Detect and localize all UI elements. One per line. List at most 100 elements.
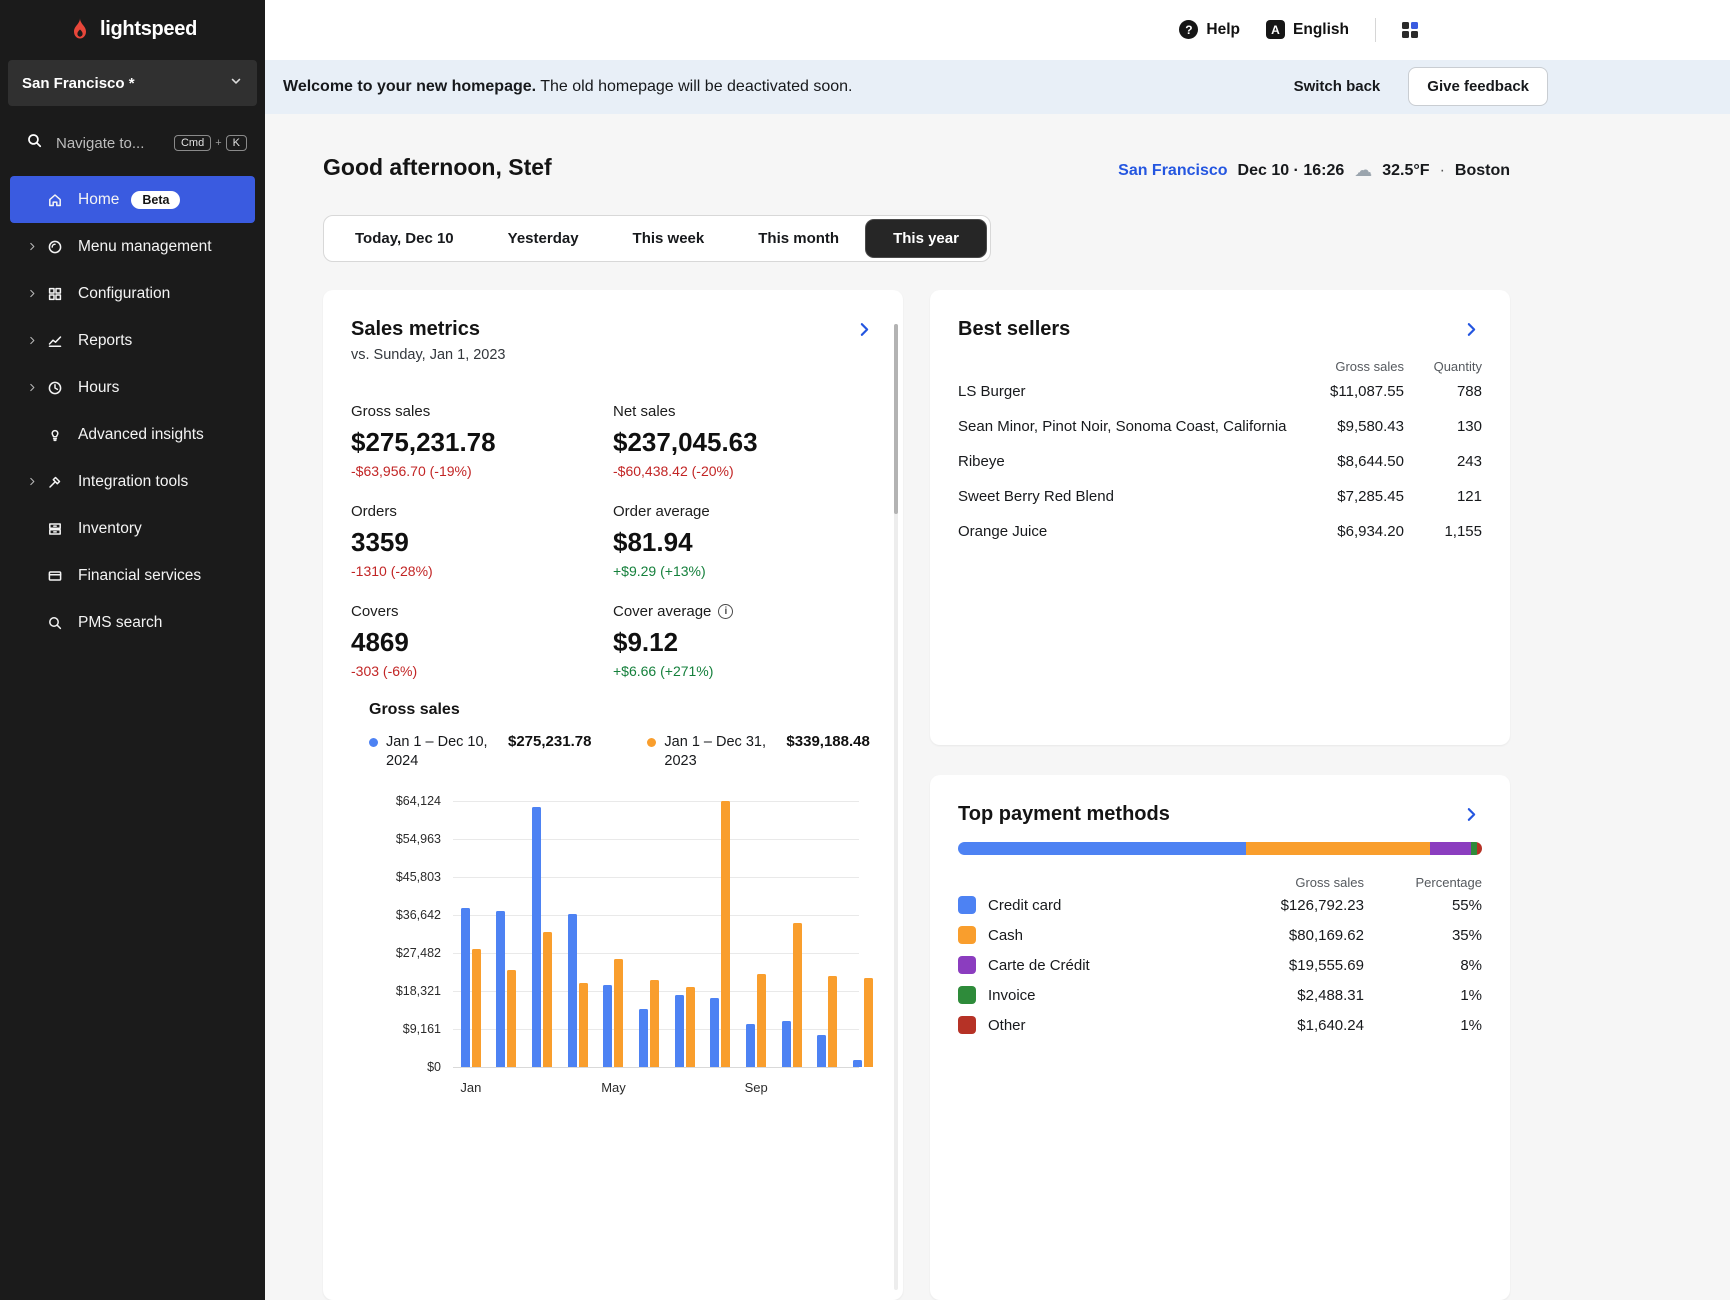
payment-label: Carte de Crédit <box>988 956 1090 974</box>
tab-this-month[interactable]: This month <box>731 220 866 257</box>
datetime-text: Dec 10 · 16:26 <box>1237 161 1345 179</box>
sidebar-item-home[interactable]: Home Beta <box>10 176 255 223</box>
sidebar-item-pms-search[interactable]: PMS search <box>10 599 255 646</box>
tab-this-week[interactable]: This week <box>606 220 732 257</box>
sales-metrics-link[interactable] <box>854 319 875 340</box>
gross-sales-chart-section: Gross sales Jan 1 – Dec 10, 2024 $275,231… <box>351 701 875 1095</box>
expand-arrow-icon[interactable] <box>27 241 47 252</box>
metric-delta: +$9.29 (+13%) <box>613 563 706 579</box>
sidebar-item-label: Financial services <box>78 566 202 584</box>
sales-card-scrollbar[interactable] <box>894 324 898 1290</box>
item-name: Ribeye <box>958 453 1005 470</box>
navigate-search[interactable]: Navigate to... Cmd + K <box>0 126 265 160</box>
configuration-icon <box>47 286 64 302</box>
payment-row-other: Other $1,640.24 1% <box>958 1010 1482 1040</box>
inventory-icon <box>47 521 64 537</box>
sidebar-item-hours[interactable]: Hours <box>10 364 255 411</box>
x-axis-tick: Jan <box>460 1079 482 1095</box>
give-feedback-button[interactable]: Give feedback <box>1408 67 1548 107</box>
best-sellers-header: Gross sales Quantity <box>958 359 1482 374</box>
sidebar-item-configuration[interactable]: Configuration <box>10 270 255 317</box>
city-text: Boston <box>1454 161 1510 179</box>
best-seller-row-sean-minor-pinot-noir-sonoma-coast-california: Sean Minor, Pinot Noir, Sonoma Coast, Ca… <box>958 409 1482 444</box>
help-icon: ? <box>1179 20 1199 40</box>
sidebar-item-financial-services[interactable]: Financial services <box>10 552 255 599</box>
bar-jun-2023 <box>650 980 660 1067</box>
best-sellers-card: Best sellers Gross sales Quantity LS Bu <box>930 290 1510 745</box>
y-axis-tick: $45,803 <box>395 869 441 884</box>
metric-label: Covers <box>351 603 399 620</box>
lightspeed-logo-text: lightspeed <box>99 17 197 40</box>
apps-grid-icon[interactable] <box>1402 21 1418 38</box>
topbar: ? Help A English <box>265 0 1730 60</box>
search-icon <box>47 615 64 631</box>
sales-metrics-card: Sales metrics vs. Sunday, Jan 1, 2023 Gr… <box>323 290 903 1300</box>
menu-management-icon <box>47 239 64 255</box>
best-seller-row-orange-juice: Orange Juice $6,934.20 1,155 <box>958 514 1482 549</box>
payment-methods-link[interactable] <box>1461 804 1482 825</box>
sidebar-item-reports[interactable]: Reports <box>10 317 255 364</box>
chart-title: Gross sales <box>369 701 460 718</box>
legend-item: Jan 1 – Dec 10, 2024 $275,231.78 <box>369 733 591 771</box>
item-gross-sales: $9,580.43 <box>1337 418 1404 435</box>
gridline <box>453 800 859 802</box>
switch-back-button[interactable]: Switch back <box>1293 78 1381 96</box>
bar-mar-2024 <box>532 807 542 1067</box>
tab-this-year[interactable]: This year <box>866 220 986 257</box>
metric-value: $237,045.63 <box>613 427 758 457</box>
lightspeed-logo: lightspeed <box>0 0 265 58</box>
best-sellers-link[interactable] <box>1461 319 1482 340</box>
payment-percentage: 55% <box>1451 896 1482 914</box>
sidebar-item-menu-management[interactable]: Menu management <box>10 223 255 270</box>
payment-bar-segment-carte-de-cr-dit <box>1429 842 1472 855</box>
payment-gross-sales: $19,555.69 <box>1288 956 1364 974</box>
bar-aug-2023 <box>721 800 731 1067</box>
expand-arrow-icon[interactable] <box>27 382 47 393</box>
page-greeting: Good afternoon, Stef <box>323 153 552 180</box>
payment-bar-segment-other <box>1476 842 1482 855</box>
keyboard-shortcut: Cmd + K <box>173 135 247 151</box>
payment-label: Credit card <box>988 896 1062 914</box>
expand-arrow-icon[interactable] <box>27 288 47 299</box>
metric-value: $9.12 <box>613 627 679 657</box>
location-selector[interactable]: San Francisco * <box>8 60 257 106</box>
banner-actions: Switch back Give feedback <box>1293 67 1548 107</box>
payment-row-carte-de-cr-dit: Carte de Crédit $19,555.69 8% <box>958 950 1482 980</box>
item-gross-sales: $6,934.20 <box>1337 523 1404 540</box>
scrollbar-thumb[interactable] <box>894 324 898 514</box>
metric-value: 4869 <box>351 627 409 657</box>
y-axis-tick: $36,642 <box>395 907 441 922</box>
bar-oct-2023 <box>792 923 802 1067</box>
search-placeholder: Navigate to... <box>56 134 145 152</box>
tab-today-dec-10[interactable]: Today, Dec 10 <box>328 220 481 257</box>
bar-sep-2024 <box>746 1023 756 1067</box>
gridline <box>453 952 859 954</box>
kbd-cmd: Cmd <box>173 135 212 151</box>
language-button[interactable]: A English <box>1266 20 1349 40</box>
metric-order-average: Order average $81.94 +$9.29 (+13%) <box>613 503 875 579</box>
metric-covers: Covers 4869 -303 (-6%) <box>351 603 613 679</box>
best-sellers-rows: LS Burger $11,087.55 788 Sean Minor, Pinot … <box>958 374 1482 549</box>
banner-message: Welcome to your new homepage. The old ho… <box>283 78 1294 96</box>
sidebar-item-inventory[interactable]: Inventory <box>10 505 255 552</box>
bar-mar-2023 <box>543 932 553 1067</box>
help-label: Help <box>1206 20 1241 38</box>
meta-separator: · <box>1439 161 1445 179</box>
expand-arrow-icon[interactable] <box>27 476 47 487</box>
sidebar-item-advanced-insights[interactable]: Advanced insights <box>10 411 255 458</box>
banner-message-bold: Welcome to your new homepage. <box>283 77 537 95</box>
topbar-divider <box>1375 17 1376 42</box>
help-button[interactable]: ? Help <box>1179 20 1241 40</box>
payment-bar-segment-credit-card <box>958 842 1247 855</box>
bar-group-nov <box>810 801 846 1067</box>
item-quantity: 130 <box>1456 418 1482 435</box>
payment-percentage: 1% <box>1460 986 1482 1004</box>
comparison-text: vs. Sunday, Jan 1, 2023 <box>351 347 506 363</box>
sidebar-item-integration-tools[interactable]: Integration tools <box>10 458 255 505</box>
sales-chart-yaxis: $64,124 $54,963 $45,803 $36,642 $27,482 $18,3… <box>369 794 441 1074</box>
expand-arrow-icon[interactable] <box>27 335 47 346</box>
legend-value: $275,231.78 <box>508 733 592 750</box>
location-link[interactable]: San Francisco <box>1118 161 1228 179</box>
info-icon[interactable]: i <box>718 604 734 619</box>
tab-yesterday[interactable]: Yesterday <box>481 220 606 257</box>
